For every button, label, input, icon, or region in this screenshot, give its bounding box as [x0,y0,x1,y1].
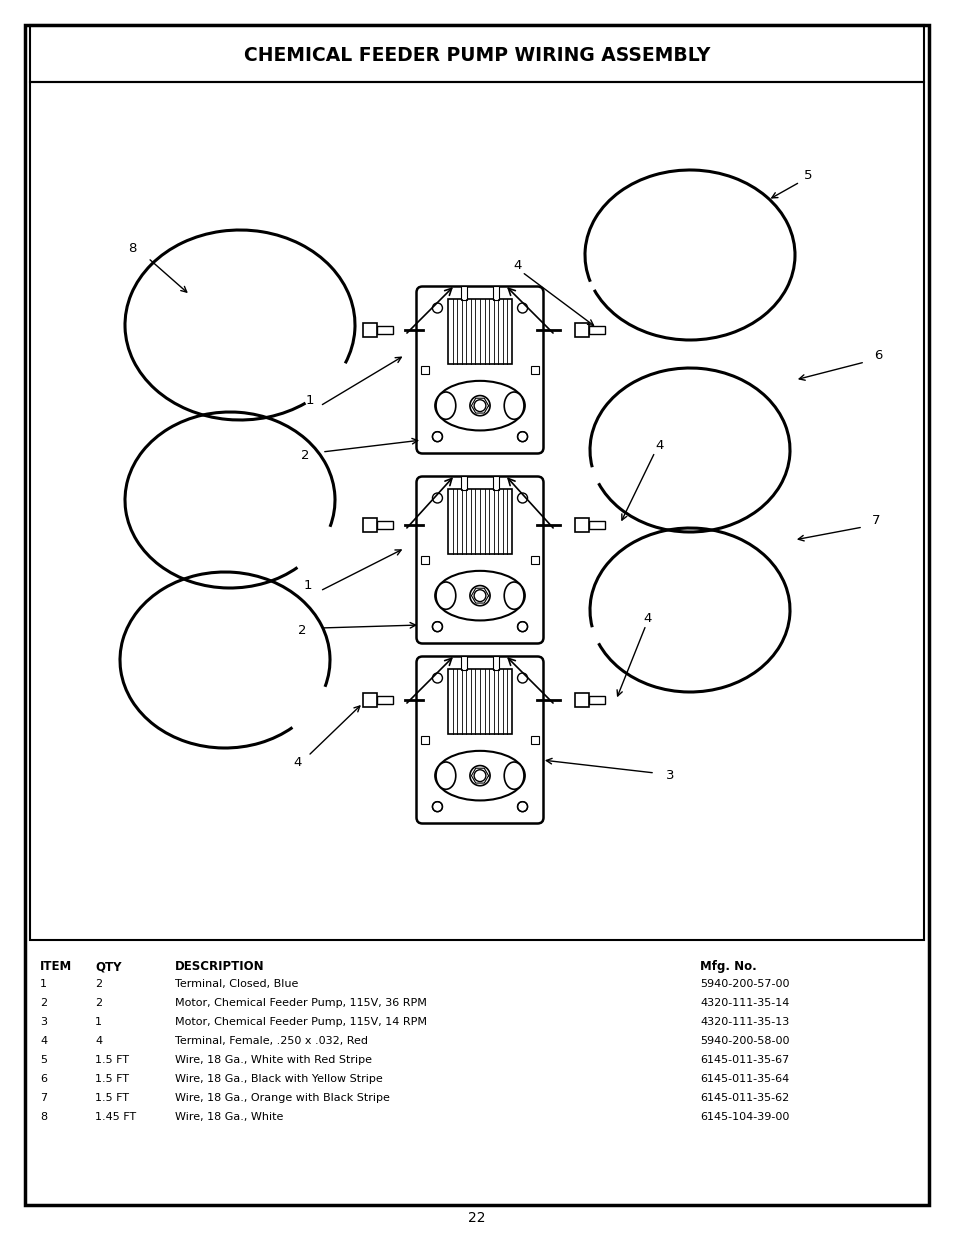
Ellipse shape [436,582,456,609]
Text: 1: 1 [305,394,314,406]
Text: 4320-111-35-14: 4320-111-35-14 [700,998,788,1008]
Bar [420,736,428,743]
Text: 3: 3 [665,768,674,782]
Text: Wire, 18 Ga., Black with Yellow Stripe: Wire, 18 Ga., Black with Yellow Stripe [174,1074,382,1084]
Bar [460,475,467,490]
Text: 2: 2 [95,998,102,1008]
Bar [30,25,923,82]
Bar [575,693,588,706]
Text: 6145-011-35-62: 6145-011-35-62 [700,1093,788,1103]
Text: 2: 2 [40,998,47,1008]
Bar [531,556,538,564]
Text: 4320-111-35-13: 4320-111-35-13 [700,1016,788,1028]
Text: 5: 5 [40,1055,47,1065]
Bar [531,736,538,743]
Bar [575,517,588,532]
Bar [363,324,376,337]
Text: 4: 4 [95,1036,102,1046]
Text: 6145-011-35-67: 6145-011-35-67 [700,1055,788,1065]
Bar [575,324,588,337]
Text: 8: 8 [128,242,136,254]
Text: 7: 7 [40,1093,47,1103]
Text: Terminal, Female, .250 x .032, Red: Terminal, Female, .250 x .032, Red [174,1036,368,1046]
Text: 1.45 FT: 1.45 FT [95,1112,136,1123]
Text: 1.5 FT: 1.5 FT [95,1074,129,1084]
Text: 5: 5 [803,168,811,182]
Bar [493,285,498,300]
Bar [588,326,604,335]
Text: 4: 4 [655,438,663,452]
Bar [448,489,511,553]
Ellipse shape [436,762,456,789]
Ellipse shape [504,582,523,609]
Text: Motor, Chemical Feeder Pump, 115V, 14 RPM: Motor, Chemical Feeder Pump, 115V, 14 RP… [174,1016,427,1028]
Bar [531,366,538,374]
Text: Wire, 18 Ga., White with Red Stripe: Wire, 18 Ga., White with Red Stripe [174,1055,372,1065]
Ellipse shape [504,391,523,420]
Text: 4: 4 [643,611,652,625]
Text: DESCRIPTION: DESCRIPTION [174,960,264,973]
Bar [363,517,376,532]
Bar [30,82,923,940]
Text: 2: 2 [297,624,306,636]
Text: 2: 2 [300,448,309,462]
Text: Motor, Chemical Feeder Pump, 115V, 36 RPM: Motor, Chemical Feeder Pump, 115V, 36 RP… [174,998,426,1008]
Text: 22: 22 [468,1212,485,1225]
Text: 6: 6 [40,1074,47,1084]
Bar [376,695,393,704]
Bar [420,366,428,374]
Text: 1.5 FT: 1.5 FT [95,1055,129,1065]
Bar [460,285,467,300]
Text: 2: 2 [95,979,102,989]
Text: 1: 1 [95,1016,102,1028]
Text: 5940-200-58-00: 5940-200-58-00 [700,1036,789,1046]
Text: Mfg. No.: Mfg. No. [700,960,756,973]
Ellipse shape [436,391,456,420]
Text: QTY: QTY [95,960,121,973]
Bar [363,693,376,706]
Text: Terminal, Closed, Blue: Terminal, Closed, Blue [174,979,298,989]
Bar [493,656,498,669]
FancyBboxPatch shape [416,657,543,824]
Text: Wire, 18 Ga., White: Wire, 18 Ga., White [174,1112,283,1123]
Text: 6: 6 [873,348,882,362]
FancyBboxPatch shape [416,477,543,643]
Text: ITEM: ITEM [40,960,72,973]
Text: CHEMICAL FEEDER PUMP WIRING ASSEMBLY: CHEMICAL FEEDER PUMP WIRING ASSEMBLY [244,46,709,64]
Text: 4: 4 [514,258,521,272]
Text: 6145-011-35-64: 6145-011-35-64 [700,1074,788,1084]
Bar [376,326,393,335]
Ellipse shape [435,571,524,620]
Bar [493,475,498,490]
Text: 1.5 FT: 1.5 FT [95,1093,129,1103]
Bar [588,521,604,530]
Text: 5940-200-57-00: 5940-200-57-00 [700,979,789,989]
Bar [376,521,393,530]
Bar [588,695,604,704]
Text: 8: 8 [40,1112,47,1123]
Text: 4: 4 [294,756,302,768]
Ellipse shape [435,751,524,800]
Bar [460,656,467,669]
Text: Wire, 18 Ga., Orange with Black Stripe: Wire, 18 Ga., Orange with Black Stripe [174,1093,390,1103]
Bar [448,668,511,734]
Text: 4: 4 [40,1036,47,1046]
Text: 6145-104-39-00: 6145-104-39-00 [700,1112,788,1123]
Bar [420,556,428,564]
Text: 3: 3 [40,1016,47,1028]
Text: 1: 1 [40,979,47,989]
Text: 1: 1 [303,578,312,592]
Bar [448,299,511,364]
Ellipse shape [504,762,523,789]
Ellipse shape [435,380,524,431]
FancyBboxPatch shape [416,287,543,453]
Text: 7: 7 [871,514,880,526]
